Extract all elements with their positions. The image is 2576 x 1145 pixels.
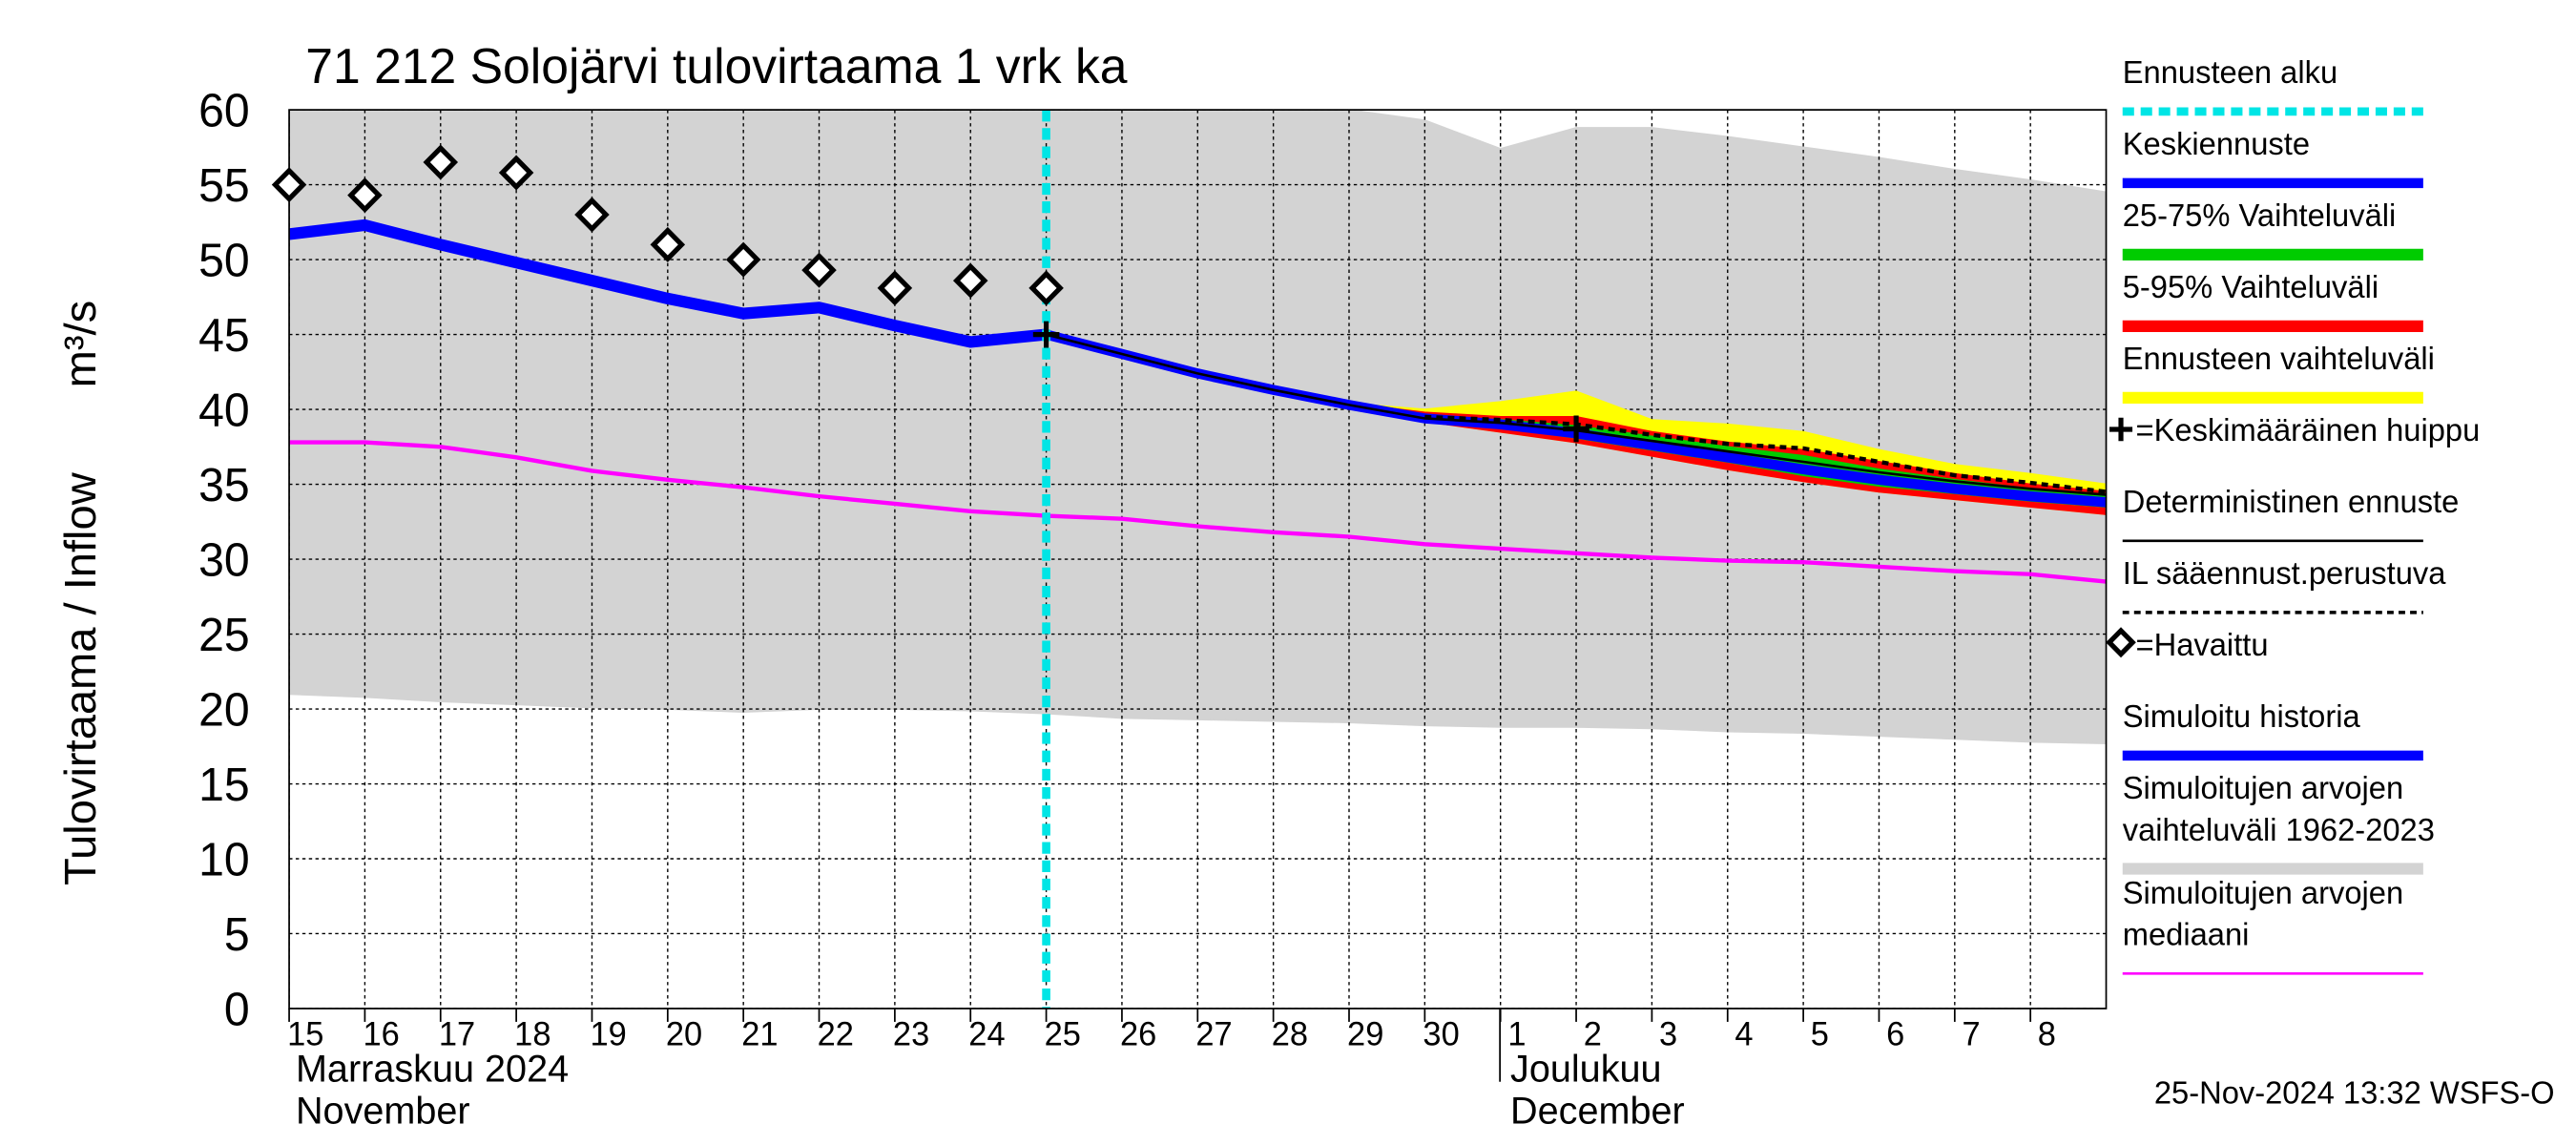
observed-marker	[574, 197, 610, 233]
x-tick-label: 25	[1045, 1016, 1081, 1052]
series-line	[289, 219, 1048, 348]
y-tick-label: 55	[198, 160, 250, 212]
x-tick-label: 1	[1507, 1016, 1526, 1052]
y-tick-label: 35	[198, 460, 250, 511]
chart-title: 71 212 Solojärvi tulovirtaama 1 vrk ka	[305, 39, 1127, 94]
month-label: December	[1510, 1090, 1685, 1132]
x-tick-label: 30	[1423, 1016, 1459, 1052]
x-tick-label: 28	[1272, 1016, 1308, 1052]
series-line	[289, 440, 2107, 584]
observed-marker	[952, 262, 988, 299]
legend-label: Keskiennuste	[2123, 126, 2310, 161]
grid	[289, 110, 2107, 1009]
y-tick-label: 45	[198, 310, 250, 362]
x-tick-label: 29	[1347, 1016, 1383, 1052]
peak-marker	[1032, 321, 1060, 348]
x-tick-label: 4	[1735, 1016, 1753, 1052]
y-tick-label: 60	[198, 85, 250, 136]
observed-marker	[877, 270, 913, 306]
y-tick-label: 10	[198, 834, 250, 885]
legend-swatch	[2109, 417, 2133, 442]
x-tick-label: 5	[1811, 1016, 1829, 1052]
x-tick-label: 18	[514, 1016, 551, 1052]
x-tick-label: 17	[439, 1016, 475, 1052]
x-tick-label: 15	[287, 1016, 323, 1052]
legend-label: 25-75% Vaihteluväli	[2123, 198, 2397, 233]
legend-label: 5-95% Vaihteluväli	[2123, 269, 2379, 304]
y-tick-label: 0	[224, 984, 250, 1035]
footer: 25-Nov-2024 13:32 WSFS-O	[2154, 1074, 2555, 1110]
legend-label: =Keskimääräinen huippu	[2136, 412, 2481, 448]
y-axis-unit: m³/s	[55, 301, 105, 388]
legend-label: =Havaittu	[2136, 627, 2269, 662]
legend-label: Ennusteen alku	[2123, 54, 2337, 90]
y-tick-label: 20	[198, 684, 250, 736]
legend-label: Deterministinen ennuste	[2123, 484, 2460, 519]
x-tick-label: 24	[968, 1016, 1005, 1052]
plot-frame	[288, 109, 2108, 1010]
month-label: November	[296, 1090, 470, 1132]
x-tick-label: 2	[1584, 1016, 1602, 1052]
x-tick-label: 22	[818, 1016, 854, 1052]
y-tick-label: 25	[198, 610, 250, 661]
x-tick-label: 3	[1659, 1016, 1677, 1052]
legend-swatch	[2106, 627, 2136, 658]
legend-label: Simuloitujen arvojen mediaani	[2123, 875, 2403, 952]
x-tick-label: 20	[666, 1016, 702, 1052]
month-label: Marraskuu 2024	[296, 1048, 569, 1090]
x-tick-label: 19	[591, 1016, 627, 1052]
y-tick-label: 5	[224, 909, 250, 961]
legend-label: Ennusteen vaihteluväli	[2123, 341, 2435, 376]
y-tick-label: 50	[198, 235, 250, 286]
observed-marker	[801, 252, 837, 288]
observed-marker	[423, 144, 459, 180]
month-label: Joulukuu	[1510, 1048, 1662, 1090]
observed-marker	[271, 167, 307, 203]
observed-marker	[1028, 270, 1064, 306]
x-tick-label: 27	[1195, 1016, 1232, 1052]
observed-marker	[650, 226, 686, 262]
x-tick-label: 21	[741, 1016, 778, 1052]
legend-label: Simuloitujen arvojen vaihteluväli 1962-20…	[2123, 770, 2435, 847]
x-tick-label: 6	[1886, 1016, 1904, 1052]
y-tick-label: 15	[198, 760, 250, 811]
x-tick-label: 26	[1120, 1016, 1156, 1052]
x-tick-label: 8	[2038, 1016, 2056, 1052]
y-tick-label: 30	[198, 534, 250, 586]
x-tick-label: 7	[1962, 1016, 1980, 1052]
observed-marker	[498, 155, 534, 191]
x-tick-label: 16	[363, 1016, 399, 1052]
x-tick-label: 23	[893, 1016, 929, 1052]
peak-marker	[1563, 415, 1589, 443]
legend-label: IL sääennust.perustuva	[2123, 555, 2446, 591]
observed-marker	[347, 177, 383, 214]
observed-marker	[725, 241, 761, 278]
y-tick-label: 40	[198, 385, 250, 436]
y-axis-label: Tulovirtaama / Inflow	[55, 472, 105, 885]
legend-label: Simuloitu historia	[2123, 698, 2361, 734]
